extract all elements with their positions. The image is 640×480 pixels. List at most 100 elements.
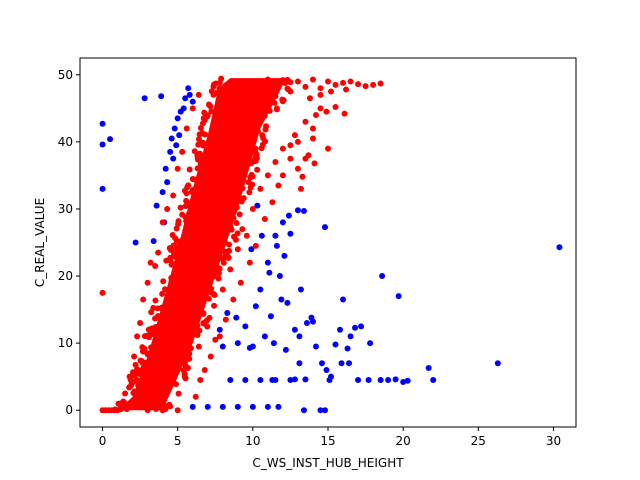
data-point bbox=[185, 85, 192, 92]
data-point bbox=[328, 88, 335, 95]
data-point bbox=[189, 186, 196, 193]
data-point bbox=[222, 217, 229, 224]
data-point bbox=[260, 135, 267, 142]
data-point bbox=[189, 403, 196, 410]
data-point bbox=[297, 286, 304, 293]
data-point bbox=[377, 80, 384, 87]
data-point bbox=[311, 160, 318, 167]
data-point bbox=[141, 379, 148, 386]
data-point bbox=[210, 290, 217, 297]
data-point bbox=[152, 335, 159, 342]
data-point bbox=[114, 407, 121, 414]
data-point bbox=[326, 377, 333, 384]
x-tick-label: 10 bbox=[245, 434, 260, 448]
data-point bbox=[129, 369, 136, 376]
data-point bbox=[252, 303, 259, 310]
data-point bbox=[197, 191, 204, 198]
data-point bbox=[173, 269, 180, 276]
data-point bbox=[332, 81, 339, 88]
x-tick-label: 15 bbox=[320, 434, 335, 448]
data-point bbox=[346, 360, 353, 367]
data-point bbox=[231, 233, 238, 240]
data-point bbox=[183, 344, 190, 351]
data-point bbox=[235, 172, 242, 179]
data-point bbox=[321, 224, 328, 231]
data-point bbox=[153, 402, 160, 409]
data-point bbox=[264, 403, 271, 410]
y-axis: 0 10 20 30 40 50 bbox=[58, 68, 80, 417]
data-point bbox=[211, 81, 218, 88]
data-point bbox=[131, 388, 138, 395]
data-point bbox=[239, 185, 246, 192]
data-point bbox=[176, 132, 183, 139]
data-point bbox=[392, 376, 399, 383]
data-point bbox=[126, 373, 133, 380]
data-point bbox=[262, 97, 269, 104]
data-point bbox=[191, 148, 198, 155]
data-point bbox=[249, 205, 256, 212]
data-point bbox=[212, 336, 219, 343]
data-point bbox=[263, 123, 270, 130]
data-point bbox=[117, 400, 124, 407]
data-point bbox=[172, 244, 179, 251]
data-point bbox=[340, 296, 347, 303]
data-point bbox=[233, 204, 240, 211]
data-point bbox=[211, 254, 218, 261]
data-point bbox=[204, 140, 211, 147]
data-point bbox=[167, 148, 174, 155]
data-point bbox=[281, 252, 288, 259]
data-point bbox=[269, 377, 276, 384]
data-point bbox=[249, 78, 256, 85]
data-point bbox=[261, 333, 268, 340]
data-point bbox=[179, 148, 186, 155]
data-point bbox=[205, 287, 212, 294]
data-point bbox=[240, 195, 247, 202]
data-point bbox=[385, 377, 392, 384]
data-point bbox=[227, 377, 234, 384]
data-point bbox=[144, 407, 151, 414]
data-point bbox=[158, 93, 165, 100]
data-point bbox=[164, 179, 171, 186]
data-point bbox=[186, 166, 193, 173]
data-point bbox=[264, 76, 271, 83]
data-point bbox=[242, 160, 249, 167]
data-point bbox=[312, 343, 319, 350]
data-point bbox=[291, 132, 298, 139]
data-point bbox=[325, 145, 331, 152]
data-point bbox=[216, 85, 223, 92]
data-point bbox=[285, 212, 292, 219]
data-point bbox=[296, 333, 303, 340]
data-point bbox=[218, 240, 225, 247]
data-point bbox=[189, 206, 196, 213]
data-point bbox=[183, 125, 190, 132]
data-point bbox=[230, 214, 237, 221]
data-point bbox=[204, 282, 211, 289]
data-point bbox=[153, 202, 160, 209]
data-point bbox=[186, 91, 193, 98]
data-point bbox=[221, 254, 228, 261]
data-point bbox=[177, 204, 184, 211]
data-point bbox=[254, 128, 261, 135]
data-point bbox=[273, 105, 280, 112]
data-point bbox=[254, 166, 261, 173]
data-point bbox=[312, 112, 319, 119]
data-point bbox=[257, 377, 264, 384]
data-point bbox=[219, 343, 226, 350]
data-point bbox=[284, 299, 291, 306]
data-point bbox=[340, 79, 347, 86]
data-point bbox=[181, 370, 188, 377]
data-point bbox=[219, 403, 226, 410]
data-point bbox=[227, 203, 234, 210]
data-point bbox=[272, 158, 279, 165]
data-point bbox=[160, 278, 167, 285]
data-point bbox=[272, 232, 279, 239]
data-point bbox=[370, 81, 377, 88]
data-point bbox=[321, 407, 328, 414]
data-point bbox=[287, 142, 294, 149]
data-point bbox=[352, 324, 359, 331]
data-point bbox=[220, 259, 227, 266]
data-point bbox=[302, 376, 309, 383]
data-point bbox=[207, 353, 214, 360]
data-point bbox=[323, 366, 330, 373]
